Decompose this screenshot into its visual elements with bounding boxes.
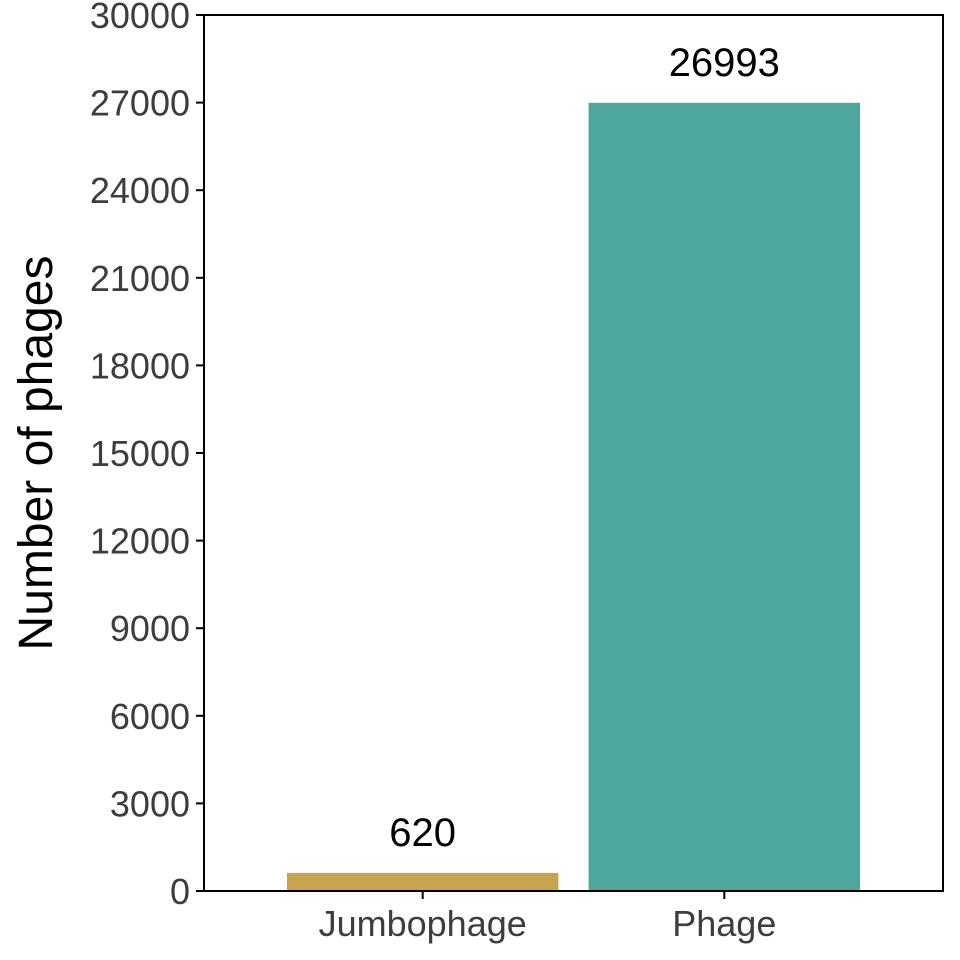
data-label-phage: 26993 — [669, 41, 780, 85]
data-label-jumbophage: 620 — [389, 811, 456, 855]
y-tick-label: 15000 — [90, 433, 190, 474]
y-tick-label: 27000 — [90, 83, 190, 124]
y-tick-label: 18000 — [90, 345, 190, 386]
bar-phage — [588, 102, 861, 892]
x-axis: Jumbophage Phage — [319, 891, 776, 944]
y-tick-label: 21000 — [90, 258, 190, 299]
x-tick-label: Jumbophage — [319, 903, 527, 944]
y-tick-label: 24000 — [90, 170, 190, 211]
bars-layer — [286, 102, 861, 892]
y-tick-label: 30000 — [90, 0, 190, 36]
y-tick-label: 3000 — [110, 783, 190, 824]
x-tick-label: Phage — [672, 903, 776, 944]
y-axis-title: Number of phages — [10, 256, 63, 651]
y-tick-label: 12000 — [90, 521, 190, 562]
y-tick-label: 0 — [170, 871, 190, 912]
y-tick-label: 6000 — [110, 696, 190, 737]
data-labels-layer: 620 26993 — [389, 41, 780, 855]
y-tick-label: 9000 — [110, 608, 190, 649]
y-axis: 0 3000 6000 9000 12000 15000 18000 21000 24000 27… — [90, 0, 204, 912]
bar-jumbophage — [286, 872, 559, 891]
